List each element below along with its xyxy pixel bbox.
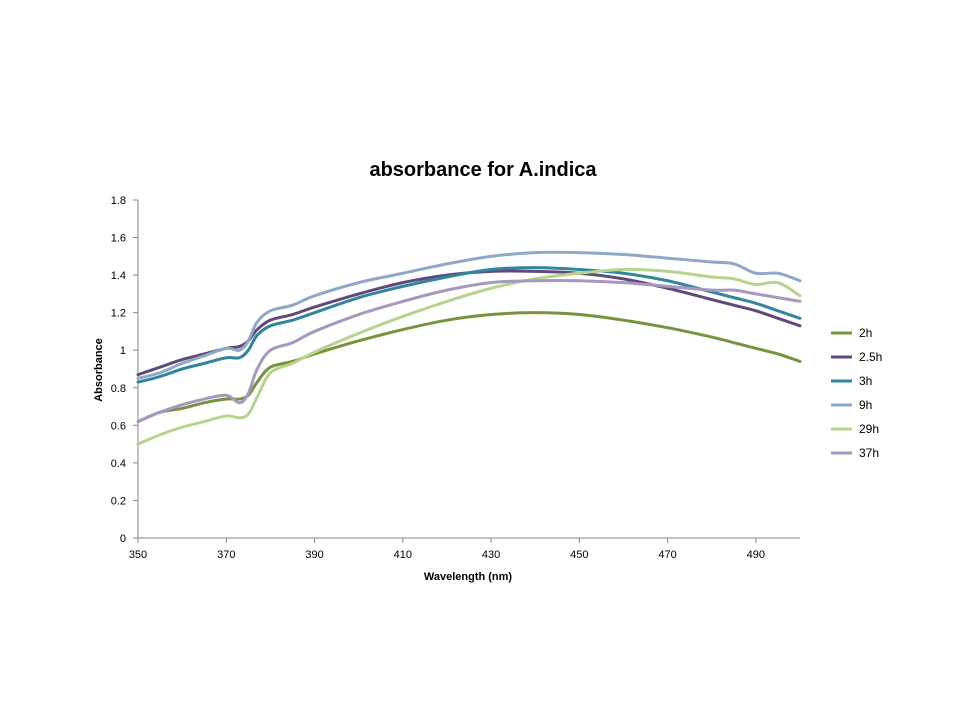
x-tick-label: 470 [658, 549, 676, 561]
y-tick-label: 0 [120, 533, 126, 545]
x-tick-label: 450 [570, 549, 588, 561]
y-tick-label: 1.4 [111, 270, 126, 282]
y-tick-label: 0.8 [111, 383, 126, 395]
series-line-29h [136, 267, 802, 446]
x-tick-label: 410 [394, 549, 412, 561]
x-tick-label: 430 [482, 549, 500, 561]
series-line-3h [136, 266, 802, 384]
y-tick-label: 1.8 [111, 195, 126, 207]
x-tick-label: 350 [129, 549, 147, 561]
legend-label-3h: 3h [859, 374, 872, 388]
y-tick-label: 0.4 [111, 458, 126, 470]
y-tick-label: 1 [120, 345, 126, 357]
series-line-2h [136, 311, 802, 424]
legend-label-2-5h: 2.5h [859, 350, 882, 364]
axes: 0 0.2 0.4 0.6 0.8 1 1.2 1.4 1.6 1.8 350 370 390 410 43… [111, 195, 800, 561]
legend-label-37h: 37h [859, 446, 879, 460]
chart-title: absorbance for A.indica [369, 159, 597, 181]
legend-label-29h: 29h [859, 422, 879, 436]
series-layer [136, 250, 802, 446]
x-axis-title: Wavelength (nm) [424, 571, 513, 583]
legend: 2h 2.5h 3h 9h 29h 37h [831, 326, 882, 460]
legend-label-9h: 9h [859, 398, 872, 412]
x-tick-label: 390 [305, 549, 323, 561]
x-tick-label: 490 [747, 549, 765, 561]
x-tick-label: 370 [217, 549, 235, 561]
y-tick-label: 1.6 [111, 233, 126, 245]
y-tick-label: 1.2 [111, 308, 126, 320]
series-line-37h [136, 279, 802, 424]
y-tick-label: 0.2 [111, 495, 126, 507]
legend-label-2h: 2h [859, 326, 872, 340]
y-tick-label: 0.6 [111, 420, 126, 432]
series-line-9h [136, 250, 802, 380]
y-axis-title: Absorbance [93, 338, 105, 402]
